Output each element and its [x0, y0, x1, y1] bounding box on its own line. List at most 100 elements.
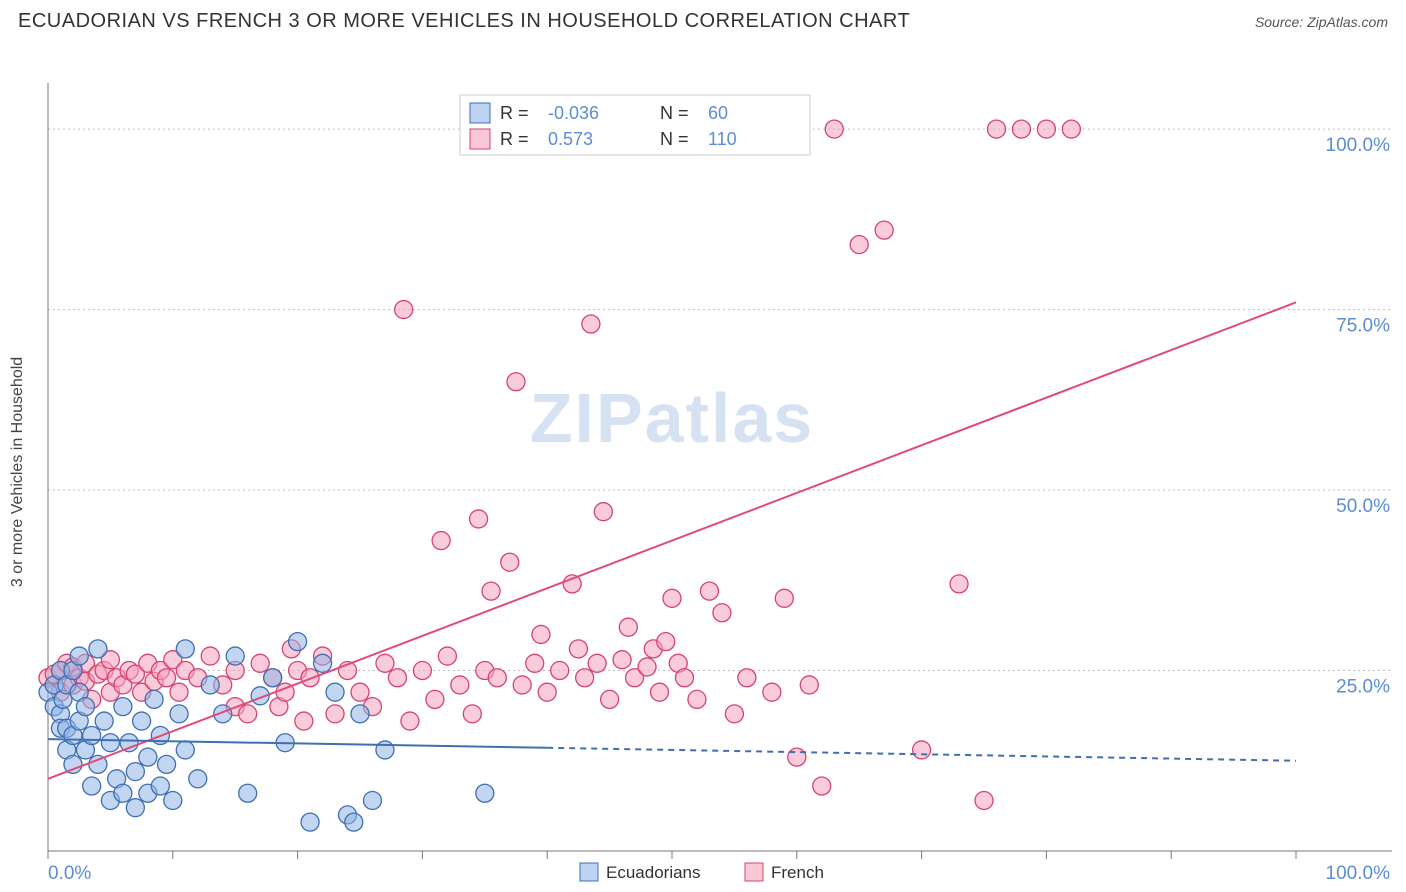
data-point	[738, 669, 756, 687]
data-point	[657, 633, 675, 651]
data-point	[158, 669, 176, 687]
data-point	[170, 705, 188, 723]
legend-R-ecu: -0.036	[548, 103, 599, 123]
data-point	[569, 640, 587, 658]
data-point	[476, 784, 494, 802]
scatter-chart-svg: 25.0%50.0%75.0%100.0%ZIPatlas0.0%100.0%3…	[0, 33, 1406, 883]
data-point	[145, 690, 163, 708]
data-point	[507, 373, 525, 391]
x-first-label: 0.0%	[48, 863, 91, 883]
data-point	[114, 698, 132, 716]
data-point	[176, 640, 194, 658]
legend-R-label: R =	[500, 129, 529, 149]
data-point	[532, 625, 550, 643]
legend-swatch-ecuadorians	[470, 103, 490, 123]
data-point	[76, 698, 94, 716]
data-point	[101, 734, 119, 752]
data-point	[538, 683, 556, 701]
data-point	[289, 633, 307, 651]
data-point	[70, 647, 88, 665]
data-point	[1062, 120, 1080, 138]
data-point	[413, 662, 431, 680]
bottom-swatch-french	[745, 863, 763, 881]
data-point	[376, 654, 394, 672]
data-point	[376, 741, 394, 759]
chart-area: 25.0%50.0%75.0%100.0%ZIPatlas0.0%100.0%3…	[0, 33, 1406, 883]
data-point	[83, 777, 101, 795]
data-point	[164, 791, 182, 809]
data-point	[301, 813, 319, 831]
data-point	[388, 669, 406, 687]
data-point	[126, 799, 144, 817]
data-point	[613, 651, 631, 669]
data-point	[713, 604, 731, 622]
data-point	[488, 669, 506, 687]
data-point	[576, 669, 594, 687]
data-point	[170, 683, 188, 701]
data-point	[588, 654, 606, 672]
data-point	[95, 712, 113, 730]
data-point	[501, 553, 519, 571]
data-point	[83, 726, 101, 744]
data-point	[133, 712, 151, 730]
data-point	[201, 676, 219, 694]
data-point	[470, 510, 488, 528]
data-point	[800, 676, 818, 694]
data-point	[432, 532, 450, 550]
data-point	[295, 712, 313, 730]
chart-title: ECUADORIAN VS FRENCH 3 OR MORE VEHICLES …	[18, 10, 910, 33]
data-point	[913, 741, 931, 759]
bottom-swatch-ecuadorians	[580, 863, 598, 881]
data-point	[351, 705, 369, 723]
data-point	[401, 712, 419, 730]
data-point	[201, 647, 219, 665]
data-point	[763, 683, 781, 701]
data-point	[158, 755, 176, 773]
legend-N-ecu: 60	[708, 103, 728, 123]
data-point	[139, 748, 157, 766]
data-point	[663, 589, 681, 607]
legend-N-fr: 110	[708, 129, 737, 149]
legend-R-fr: 0.573	[548, 129, 593, 149]
data-point	[314, 654, 332, 672]
data-point	[482, 582, 500, 600]
data-point	[326, 683, 344, 701]
data-point	[239, 705, 257, 723]
data-point	[594, 503, 612, 521]
data-point	[151, 777, 169, 795]
data-point	[226, 647, 244, 665]
data-point	[688, 690, 706, 708]
data-point	[825, 120, 843, 138]
y-axis-label: 3 or more Vehicles in Household	[9, 357, 26, 587]
data-point	[563, 575, 581, 593]
data-point	[120, 734, 138, 752]
legend-N-label: N =	[660, 129, 689, 149]
trend-line-solid	[48, 302, 1296, 778]
data-point	[875, 221, 893, 239]
data-point	[950, 575, 968, 593]
data-point	[395, 301, 413, 319]
data-point	[638, 658, 656, 676]
data-point	[551, 662, 569, 680]
data-point	[345, 813, 363, 831]
data-point	[619, 618, 637, 636]
data-point	[363, 791, 381, 809]
data-point	[114, 784, 132, 802]
data-point	[813, 777, 831, 795]
data-point	[1012, 120, 1030, 138]
data-point	[89, 640, 107, 658]
data-point	[526, 654, 544, 672]
data-point	[326, 705, 344, 723]
data-point	[725, 705, 743, 723]
y-tick-label: 50.0%	[1336, 496, 1390, 517]
data-point	[239, 784, 257, 802]
data-point	[426, 690, 444, 708]
legend-N-label: N =	[660, 103, 689, 123]
x-last-label: 100.0%	[1326, 863, 1391, 883]
data-point	[126, 763, 144, 781]
data-point	[700, 582, 718, 600]
data-point	[189, 770, 207, 788]
bottom-label-french: French	[771, 863, 824, 882]
y-tick-label: 100.0%	[1326, 135, 1391, 156]
data-point	[651, 683, 669, 701]
